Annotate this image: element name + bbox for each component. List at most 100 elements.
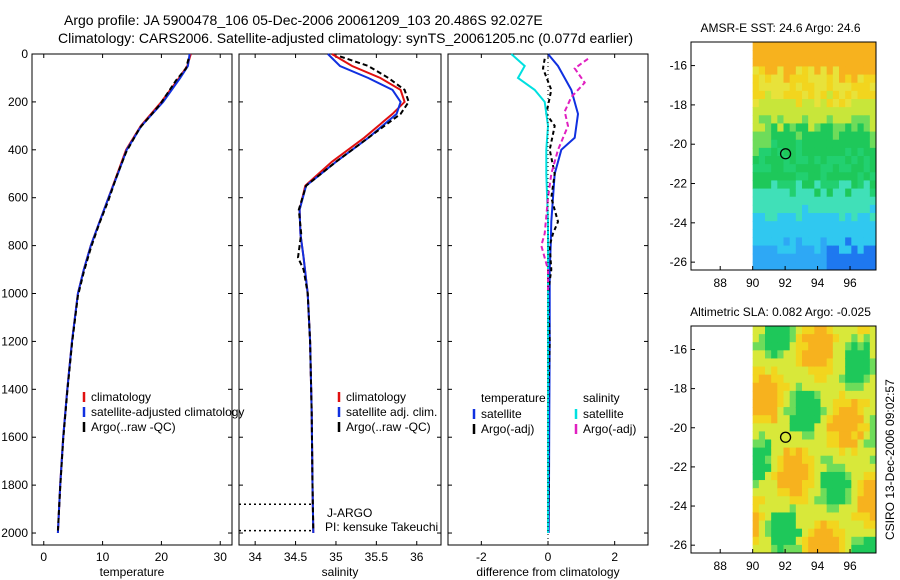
sla-map-cell — [845, 390, 852, 400]
sst-map-cell — [808, 229, 815, 239]
sst-map-cell — [826, 131, 834, 141]
sla-map-cell — [808, 415, 815, 424]
sla-map-cell — [839, 536, 846, 546]
sst-map-cell — [802, 261, 809, 270]
sla-map-cell — [832, 358, 840, 368]
sla-map-cell — [758, 480, 766, 489]
sst-map-cell — [826, 188, 834, 198]
sla-map-cell — [789, 431, 797, 441]
sst-map-ytick-label: -16 — [670, 59, 688, 73]
sla-map-cell — [789, 415, 797, 424]
sla-map-cell — [802, 528, 809, 538]
sla-map-cell — [777, 463, 785, 473]
salinity-annotation-pi: PI: kensuke Takeuchi — [325, 520, 438, 534]
sla-map-cell — [863, 463, 871, 473]
sla-map-cell — [789, 358, 797, 368]
sst-map-cell — [808, 261, 815, 270]
salinity-xtick-label: 35.5 — [365, 550, 389, 564]
sla-map-cell — [771, 382, 778, 392]
sst-map-cell — [851, 66, 859, 76]
sla-map-cell — [783, 536, 791, 546]
sst-map-cell — [758, 196, 766, 206]
sst-map-cell — [771, 221, 778, 230]
sla-map-cell — [777, 366, 785, 376]
sst-map-cell — [820, 245, 828, 255]
sst-map-cell — [839, 213, 846, 222]
sst-map-cell — [851, 115, 859, 125]
sst-map-cell — [752, 123, 760, 133]
sla-map-cell — [771, 358, 778, 368]
sla-map-cell — [783, 447, 791, 457]
sst-map-cell — [832, 221, 840, 230]
sst-map-cell — [832, 213, 840, 222]
sla-map-cell — [857, 463, 865, 473]
sla-map-cell — [771, 512, 778, 522]
sst-map-cell — [863, 172, 871, 182]
sla-map-cell — [758, 512, 766, 522]
sst-map-cell — [839, 253, 846, 263]
sst-map-cell — [808, 180, 815, 190]
sla-map-cell — [814, 350, 822, 360]
sst-map-cell — [869, 229, 876, 239]
sla-map-cell — [814, 536, 822, 546]
sla-map-cell — [826, 496, 834, 505]
sla-map-cell — [777, 374, 785, 384]
sst-map-cell — [752, 196, 760, 206]
sst-map-cell — [795, 172, 803, 182]
sla-map-cell — [845, 439, 852, 449]
sla-map-cell — [839, 398, 846, 408]
sst-map-cell — [802, 196, 809, 206]
sla-map-cell — [857, 455, 865, 465]
sst-map-cell — [808, 213, 815, 222]
sst-map-cell — [808, 115, 815, 125]
sst-map-cell — [802, 131, 809, 141]
sst-map-cell — [845, 229, 852, 239]
sla-map-cell — [765, 358, 772, 368]
sla-map-cell — [851, 512, 859, 522]
sla-map-cell — [771, 431, 778, 441]
sst-map-cell — [814, 221, 822, 230]
sla-map-cell — [777, 439, 785, 449]
sla-map-cell — [795, 512, 803, 522]
sst-map-cell — [795, 42, 803, 51]
sla-map-cell — [795, 334, 803, 343]
sla-map-cell — [808, 398, 815, 408]
sla-map-cell — [808, 463, 815, 473]
sst-map-cell — [777, 172, 785, 182]
sst-map-cell — [789, 131, 797, 141]
sla-map-cell — [752, 512, 760, 522]
sst-map-cell — [857, 221, 865, 230]
sst-map-cell — [814, 156, 822, 165]
sla-map-cell — [752, 447, 760, 457]
sla-map-cell — [826, 520, 834, 530]
sst-map-cell — [832, 139, 840, 149]
sla-map-cell — [783, 350, 791, 360]
sla-map-cell — [851, 358, 859, 368]
sla-map-cell — [777, 407, 785, 416]
sst-map-cell — [752, 261, 760, 270]
sst-map-cell — [783, 221, 791, 230]
sst-map-cell — [802, 107, 809, 116]
sla-map-ytick-label: -24 — [670, 499, 688, 513]
sla-map-cell — [814, 504, 822, 514]
sla-map-cell — [789, 463, 797, 473]
sst-map-cell — [839, 115, 846, 125]
sla-map-cell — [826, 536, 834, 546]
sla-map-cell — [752, 528, 760, 538]
sst-map-cell — [802, 180, 809, 190]
sla-map-cell — [777, 358, 785, 368]
sst-map-cell — [765, 213, 772, 222]
sla-map-cell — [845, 488, 852, 497]
sst-map-cell — [857, 66, 865, 76]
sst-map-cell — [789, 245, 797, 255]
sla-map-cell — [752, 326, 760, 335]
sla-map-cell — [820, 390, 828, 400]
sla-map-cell — [795, 390, 803, 400]
sla-map-cell — [789, 350, 797, 360]
sst-map-cell — [857, 115, 865, 125]
difference-legend-label: Argo(-adj) — [583, 422, 636, 436]
sla-map-cell — [839, 366, 846, 376]
sla-map-cell — [826, 366, 834, 376]
sla-map-cell — [869, 528, 876, 538]
sst-map-cell — [789, 115, 797, 125]
